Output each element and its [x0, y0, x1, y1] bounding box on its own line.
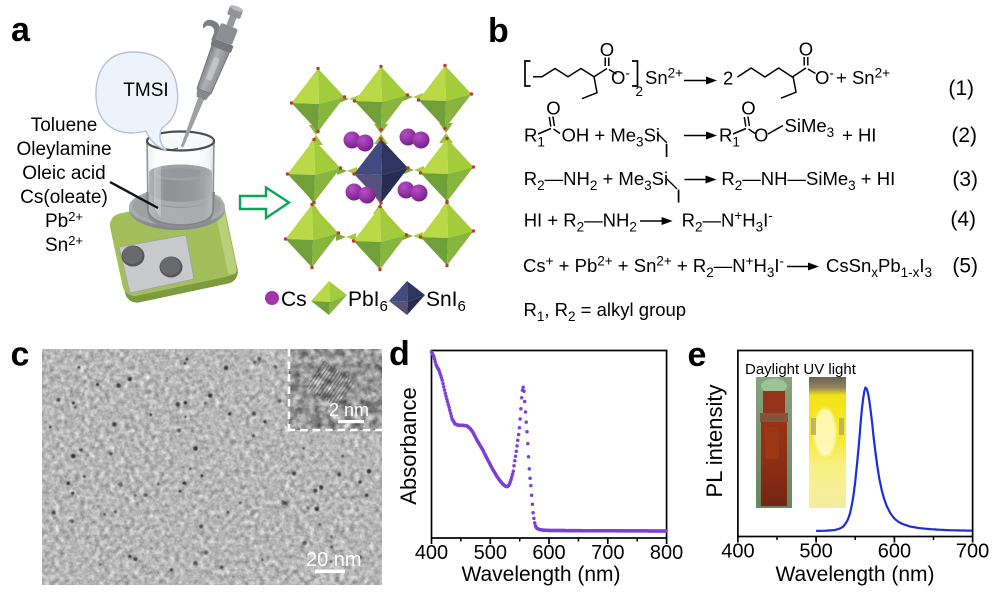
svg-text:500: 500	[799, 541, 832, 563]
svg-text:O: O	[754, 125, 768, 146]
svg-text:Wavelength (nm): Wavelength (nm)	[461, 563, 620, 586]
svg-text:a: a	[11, 11, 31, 49]
svg-text:600: 600	[532, 542, 565, 564]
svg-text:Oleic acid: Oleic acid	[22, 163, 105, 184]
svg-text:Oleylamine: Oleylamine	[16, 139, 111, 160]
svg-text:Daylight UV light: Daylight UV light	[745, 361, 857, 378]
svg-text:O-: O-	[611, 66, 630, 89]
svg-text:400: 400	[721, 541, 754, 563]
svg-text:(5): (5)	[952, 255, 978, 278]
svg-text:b: b	[488, 12, 509, 50]
svg-text:500: 500	[474, 542, 507, 564]
svg-text:(4): (4)	[950, 208, 976, 231]
svg-text:R1: R1	[524, 125, 545, 150]
svg-text:Toluene: Toluene	[31, 115, 98, 136]
svg-text:700: 700	[956, 541, 989, 563]
svg-text:Pb2+: Pb2+	[45, 209, 83, 232]
svg-text:SiMe3: SiMe3	[785, 115, 835, 140]
svg-text:(1): (1)	[948, 77, 974, 100]
svg-text:O-: O-	[815, 66, 834, 89]
svg-text:d: d	[389, 335, 410, 373]
svg-text:I: I	[676, 186, 681, 207]
svg-text:R2—NH2 + Me3Si: R2—NH2 + Me3Si	[524, 168, 668, 193]
svg-text:600: 600	[878, 541, 911, 563]
svg-text:e: e	[688, 336, 707, 374]
svg-text:PbI6: PbI6	[348, 288, 388, 315]
svg-text:Sn2+: Sn2+	[645, 66, 683, 89]
svg-text:Cs: Cs	[281, 288, 307, 311]
svg-text:+ Sn2+: + Sn2+	[836, 66, 890, 89]
svg-text:(2): (2)	[951, 124, 977, 147]
svg-text:O: O	[799, 39, 813, 60]
svg-text:Cs+ + Pb2+ + Sn2+ + R2—N+H3I-: Cs+ + Pb2+ + Sn2+ + R2—N+H3I-	[523, 254, 784, 281]
svg-text:800: 800	[650, 542, 683, 564]
svg-text:CsSnxPb1-xI3: CsSnxPb1-xI3	[826, 255, 932, 280]
svg-text:R1, R2 = alkyl group: R1, R2 = alkyl group	[524, 299, 687, 324]
svg-text:+ HI: + HI	[842, 125, 876, 146]
svg-text:c: c	[11, 336, 30, 374]
svg-text:O: O	[600, 39, 614, 60]
svg-text:700: 700	[591, 542, 624, 564]
svg-text:PL intensity: PL intensity	[702, 385, 727, 498]
svg-text:(3): (3)	[952, 168, 978, 191]
svg-text:Wavelength (nm): Wavelength (nm)	[775, 563, 934, 586]
svg-text:20 nm: 20 nm	[306, 549, 362, 571]
svg-text:400: 400	[415, 542, 448, 564]
svg-text:R1: R1	[719, 125, 740, 150]
svg-text:R2—N+H3I-: R2—N+H3I-	[682, 208, 773, 235]
svg-text:2: 2	[723, 68, 733, 89]
svg-text:I: I	[664, 140, 669, 161]
svg-text:O: O	[741, 98, 755, 119]
svg-text:Sn2+: Sn2+	[45, 233, 83, 256]
svg-text:R2—NH—SiMe3 + HI: R2—NH—SiMe3 + HI	[721, 168, 895, 193]
svg-text:2 nm: 2 nm	[329, 400, 369, 420]
svg-text:OH + Me3Si: OH + Me3Si	[562, 125, 661, 150]
svg-text:2: 2	[636, 84, 644, 99]
svg-text:Cs(oleate): Cs(oleate)	[20, 187, 108, 208]
svg-text:Absorbance: Absorbance	[396, 387, 421, 504]
svg-text:SnI6: SnI6	[426, 288, 466, 315]
svg-text:HI + R2—NH2: HI + R2—NH2	[524, 210, 637, 235]
svg-text:TMSI: TMSI	[123, 80, 168, 101]
svg-text:O: O	[546, 98, 560, 119]
